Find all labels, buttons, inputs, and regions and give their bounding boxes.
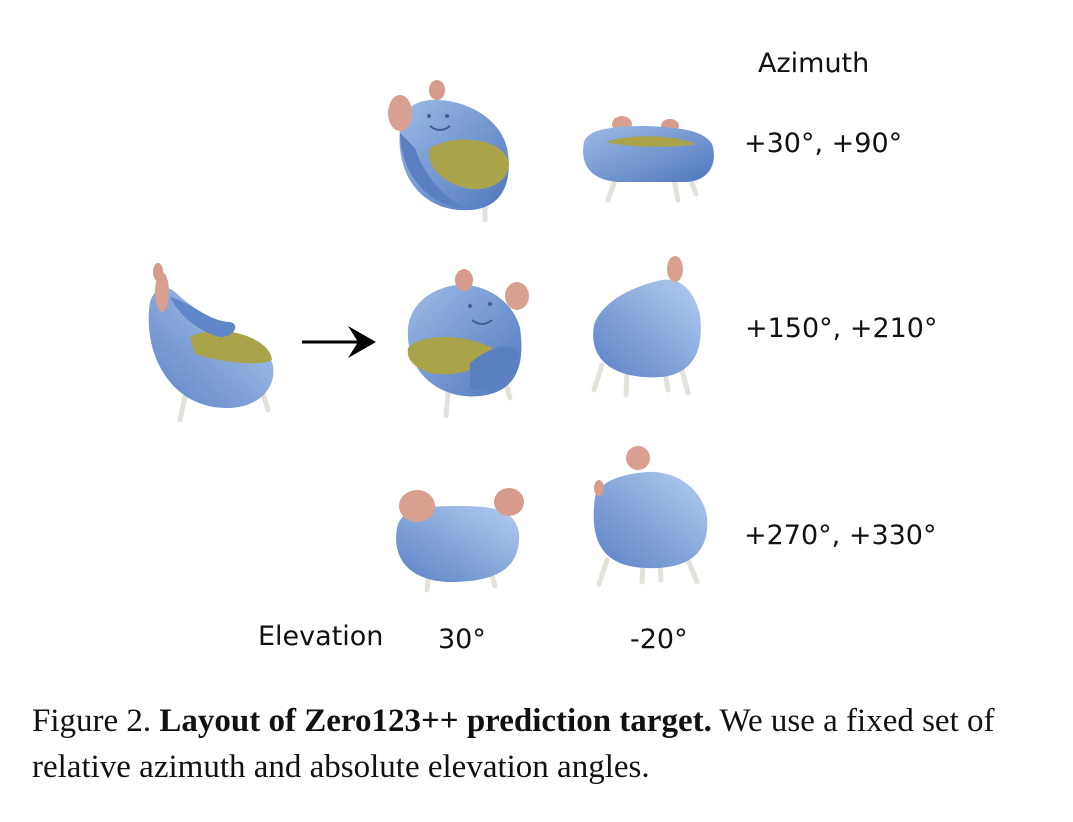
azimuth-row-label-1: +30°, +90° — [744, 128, 903, 159]
chair-az210-el-20 — [591, 256, 701, 398]
caption-text: We use a fixed set of relative azimuth a… — [32, 703, 995, 785]
azimuth-row-label-3: +270°, +330° — [744, 520, 937, 551]
azimuth-header: Azimuth — [758, 48, 870, 79]
elevation-column-label-2: -20° — [630, 624, 688, 655]
chair-az270-el30 — [396, 488, 524, 593]
elevation-header: Elevation — [258, 621, 384, 652]
chair-az330-el-20 — [593, 446, 708, 587]
elevation-column-label-1: 30° — [438, 624, 486, 655]
chair-az30-el30 — [388, 80, 509, 223]
figure-caption: Figure 2. Layout of Zero123++ prediction… — [32, 698, 1042, 790]
azimuth-row-label-2: +150°, +210° — [745, 313, 938, 344]
arrow-icon — [302, 326, 376, 358]
input-view-chair — [148, 263, 274, 422]
caption-label: Figure 2. — [32, 703, 152, 739]
caption-title: Layout of Zero123++ prediction target. — [159, 703, 712, 739]
chair-az150-el30 — [407, 269, 529, 418]
chair-az90-el-20 — [583, 116, 714, 203]
